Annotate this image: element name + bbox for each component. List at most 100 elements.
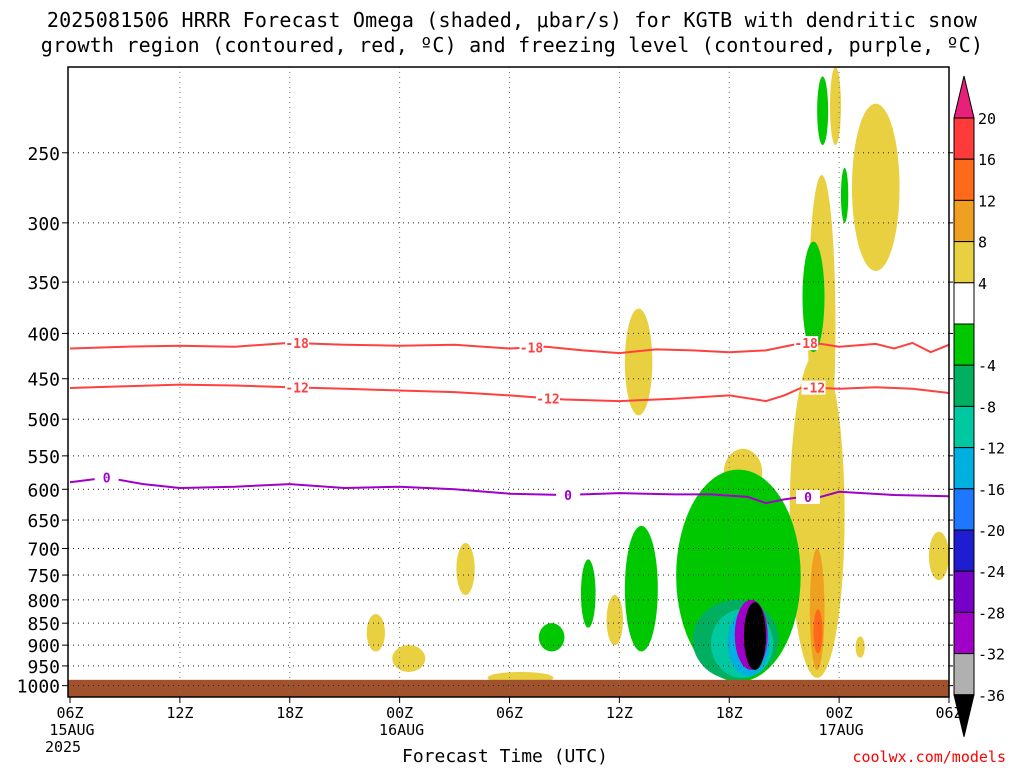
- contour-label-bg: [94, 470, 119, 485]
- omega-region-21: [538, 623, 565, 652]
- contour-label--12: -12: [802, 382, 825, 397]
- colorbar-swatch: [953, 158, 975, 201]
- x-tick-year: 2025: [45, 738, 81, 756]
- omega-region-20: [580, 559, 596, 628]
- colorbar-arrow-bottom: [953, 694, 975, 737]
- colorbar-swatch: [953, 529, 975, 572]
- colorbar-swatch: [953, 488, 975, 531]
- omega-region-27: [743, 602, 766, 670]
- y-tick-label: 950: [27, 657, 60, 678]
- contour-label-bg: [794, 336, 819, 351]
- omega-region-6: [928, 531, 949, 581]
- contour-label--12: -12: [285, 381, 308, 396]
- colorbar-label: 12: [978, 192, 996, 210]
- x-tick-date: 16AUG: [379, 721, 424, 739]
- colorbar-label: -12: [978, 440, 1005, 458]
- omega-region-19: [624, 525, 658, 652]
- y-tick-label: 550: [27, 447, 60, 468]
- omega-region-16: [817, 76, 829, 146]
- omega-region-5: [456, 543, 475, 596]
- omega-region-3: [624, 308, 653, 416]
- colorbar-label: -4: [978, 357, 996, 375]
- x-tick-label: 00Z: [826, 704, 853, 722]
- colorbar-swatch: [953, 282, 975, 325]
- x-tick-date: 17AUG: [819, 721, 864, 739]
- colorbar-swatch: [953, 570, 975, 613]
- colorbar-label: 20: [978, 110, 996, 128]
- contour-label--18: -18: [794, 337, 818, 352]
- omega-region-18: [840, 167, 849, 223]
- x-tick-label: 18Z: [276, 704, 303, 722]
- colorbar-label: -16: [978, 481, 1005, 499]
- colorbar-swatch: [953, 199, 975, 243]
- omega-region-0: [829, 67, 841, 146]
- omega-region-2: [851, 103, 900, 271]
- colorbar-swatch: [953, 611, 975, 655]
- credit-link[interactable]: coolwx.com/models: [852, 748, 1006, 766]
- contour-label-0: 0: [564, 489, 572, 504]
- x-tick-label: 18Z: [716, 704, 743, 722]
- ground-fill: [68, 679, 949, 697]
- contour-label-bg: [519, 340, 544, 355]
- colorbar-label: -32: [978, 646, 1005, 664]
- x-tick-label: 06Z: [496, 704, 523, 722]
- omega-region-12: [855, 636, 865, 658]
- omega-region-13: [789, 352, 845, 678]
- colorbar-label: -28: [978, 604, 1005, 622]
- chart-title-line2: growth region (contoured, red, ºC) and f…: [40, 33, 984, 57]
- y-tick-label: 300: [27, 214, 60, 235]
- contour-label-bg: [556, 487, 581, 502]
- y-tick-label: 350: [27, 273, 60, 294]
- colorbar-label: -20: [978, 522, 1005, 540]
- colorbar-swatch: [953, 447, 975, 490]
- colorbar-label: 4: [978, 275, 987, 293]
- colorbar-swatch: [953, 117, 975, 160]
- contour-line--18: [69, 341, 950, 355]
- x-tick-label: 00Z: [386, 704, 413, 722]
- x-tick-label: 06Z: [56, 704, 83, 722]
- y-tick-label: 450: [27, 370, 60, 391]
- omega-region-17: [802, 241, 825, 353]
- y-tick-label: 800: [27, 591, 60, 612]
- omega-region-7: [366, 614, 385, 652]
- contour-label-bg: [285, 336, 310, 351]
- colorbar-label: -8: [978, 398, 996, 416]
- colorbar-swatch: [953, 364, 975, 407]
- omega-region-15: [813, 609, 823, 654]
- y-tick-label: 1000: [17, 677, 60, 698]
- contour-label-bg: [801, 380, 826, 395]
- x-axis-title: Forecast Time (UTC): [402, 746, 608, 767]
- x-tick-label: 12Z: [606, 704, 633, 722]
- y-tick-label: 750: [27, 566, 60, 587]
- colorbar-label: 16: [978, 151, 996, 169]
- chart-title-line1: 2025081506 HRRR Forecast Omega (shaded, …: [46, 8, 978, 32]
- y-tick-label: 600: [27, 480, 60, 501]
- colorbar-swatch: [953, 323, 975, 366]
- y-tick-label: 500: [27, 410, 60, 431]
- y-tick-label: 900: [27, 636, 60, 657]
- y-tick-label: 400: [27, 324, 60, 345]
- x-tick-label: 06Z: [935, 704, 962, 722]
- colorbar-arrow-top: [953, 75, 975, 119]
- contour-label--18: -18: [285, 337, 309, 352]
- colorbar-swatch: [953, 405, 975, 449]
- colorbar-swatch: [953, 653, 975, 696]
- contour-label-0: 0: [804, 491, 812, 506]
- colorbar-label: -24: [978, 563, 1005, 581]
- contour-label-bg: [795, 489, 820, 504]
- colorbar-label: -36: [978, 687, 1005, 705]
- contour-label--18: -18: [520, 341, 544, 356]
- colorbar-label: 8: [978, 234, 987, 252]
- y-tick-label: 850: [27, 614, 60, 635]
- contour-label-0: 0: [103, 472, 111, 487]
- y-tick-label: 250: [27, 144, 60, 165]
- contour-line--12: [69, 383, 950, 403]
- colorbar-swatch: [953, 241, 975, 284]
- y-tick-label: 700: [27, 540, 60, 561]
- x-tick-label: 12Z: [166, 704, 193, 722]
- contour-label-bg: [285, 380, 310, 395]
- contour-label-bg: [535, 391, 560, 406]
- omega-region-10: [606, 595, 624, 646]
- x-tick-date: 15AUG: [49, 721, 94, 739]
